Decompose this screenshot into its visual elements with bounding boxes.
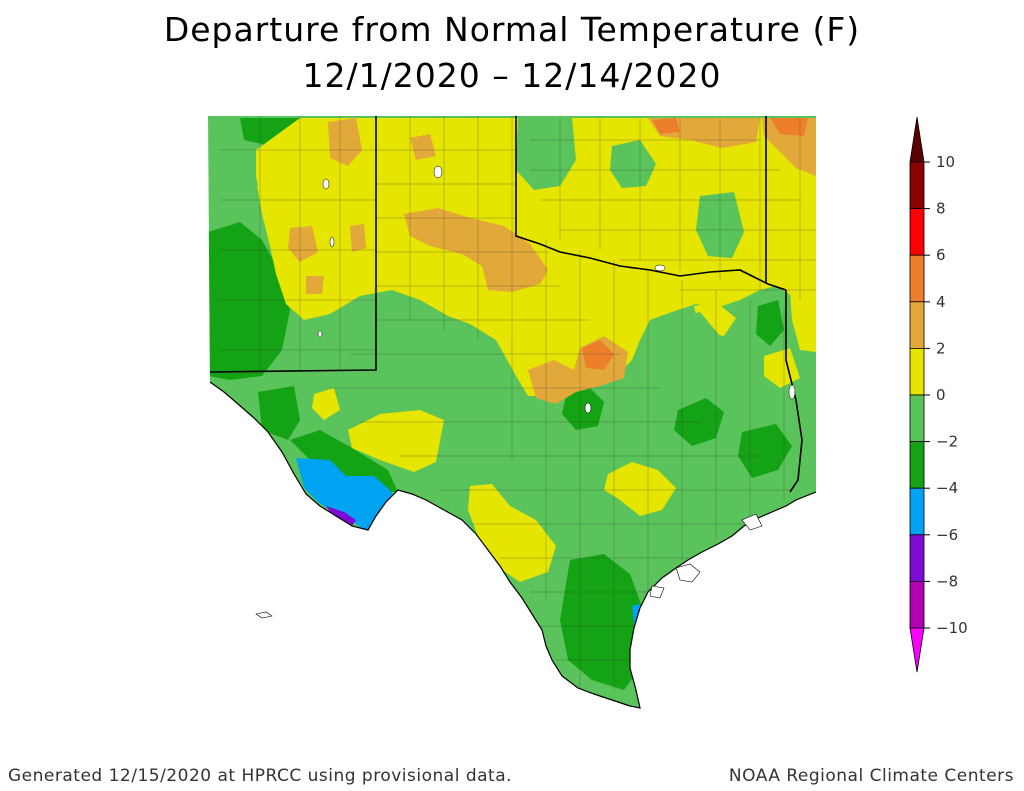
region-dark-orange-ne xyxy=(770,118,808,136)
map-title: Departure from Normal Temperature (F) xyxy=(163,10,861,49)
legend-tick-label: 4 xyxy=(936,293,946,311)
coast-bays xyxy=(649,513,763,599)
legend-swatch xyxy=(909,394,925,442)
legend-tick-label: −8 xyxy=(936,572,958,590)
region-orange-ok-small xyxy=(410,134,436,160)
region-yellow-small-west xyxy=(312,388,340,420)
region-dark-green-west-tx xyxy=(258,386,300,440)
legend-tick-label: 8 xyxy=(936,200,946,218)
legend-tick-label: 0 xyxy=(936,386,946,404)
generated-note: Generated 12/15/2020 at HPRCC using prov… xyxy=(8,766,513,786)
region-green-tx-east-hills xyxy=(666,312,720,360)
island-mexico xyxy=(255,611,273,619)
region-orange-nm xyxy=(288,226,318,262)
region-green-ok-north xyxy=(516,118,576,190)
region-yellow-west xyxy=(348,410,444,472)
legend-swatch xyxy=(909,441,925,489)
legend-swatch xyxy=(909,254,925,303)
region-green-nm-east xyxy=(222,156,258,196)
color-legend: 10 8 6 4 2 0 −2 −4 −6 −8 −10 xyxy=(909,116,968,673)
lakes xyxy=(317,165,796,414)
legend-swatch xyxy=(909,487,925,536)
region-dark-green-east2 xyxy=(738,424,792,478)
legend-swatch xyxy=(909,208,925,256)
legend-tick-label: −2 xyxy=(936,433,958,451)
legend-bottom-arrow xyxy=(909,627,925,673)
region-dark-green-east3 xyxy=(756,300,784,346)
legend-swatch xyxy=(909,581,925,629)
legend-tick-label: −6 xyxy=(936,526,958,544)
legend-top-arrow xyxy=(909,116,925,163)
region-dark-green-nm-west xyxy=(208,222,290,380)
legend-swatch xyxy=(909,301,925,349)
state-borders xyxy=(209,116,803,493)
map-date-range: 12/1/2020 – 12/14/2020 xyxy=(302,56,722,95)
region-yellow-ne xyxy=(790,292,816,352)
legend-swatch xyxy=(909,534,925,582)
region-green-ok-central xyxy=(610,140,656,188)
region-purple-bigbend xyxy=(326,506,356,526)
region-orange-nm3 xyxy=(306,276,324,294)
region-blue-bigbend xyxy=(296,458,392,534)
region-dark-green-south xyxy=(560,554,644,690)
legend-tick-label: 2 xyxy=(936,339,946,357)
region-dark-orange-ok xyxy=(652,118,680,134)
source-credit: NOAA Regional Climate Centers xyxy=(728,766,1014,786)
region-dark-orange-central xyxy=(582,340,614,370)
region-orange-nm2 xyxy=(350,224,366,252)
legend-tick-label: 6 xyxy=(936,246,946,264)
legend-swatch xyxy=(909,347,925,396)
county-grid xyxy=(220,116,816,690)
region-dark-green-central xyxy=(562,386,604,430)
region-yellow-central-east xyxy=(604,462,676,516)
legend-tick-label: −4 xyxy=(936,479,958,497)
legend-tick-label: −10 xyxy=(936,619,968,637)
legend-swatch xyxy=(909,161,925,209)
region-yellow-southwest xyxy=(468,484,556,582)
region-orange-nw xyxy=(328,118,362,166)
legend-tick-label: 10 xyxy=(936,153,955,171)
texas-border-outline xyxy=(209,381,816,709)
temperature-departure-map xyxy=(208,116,816,709)
